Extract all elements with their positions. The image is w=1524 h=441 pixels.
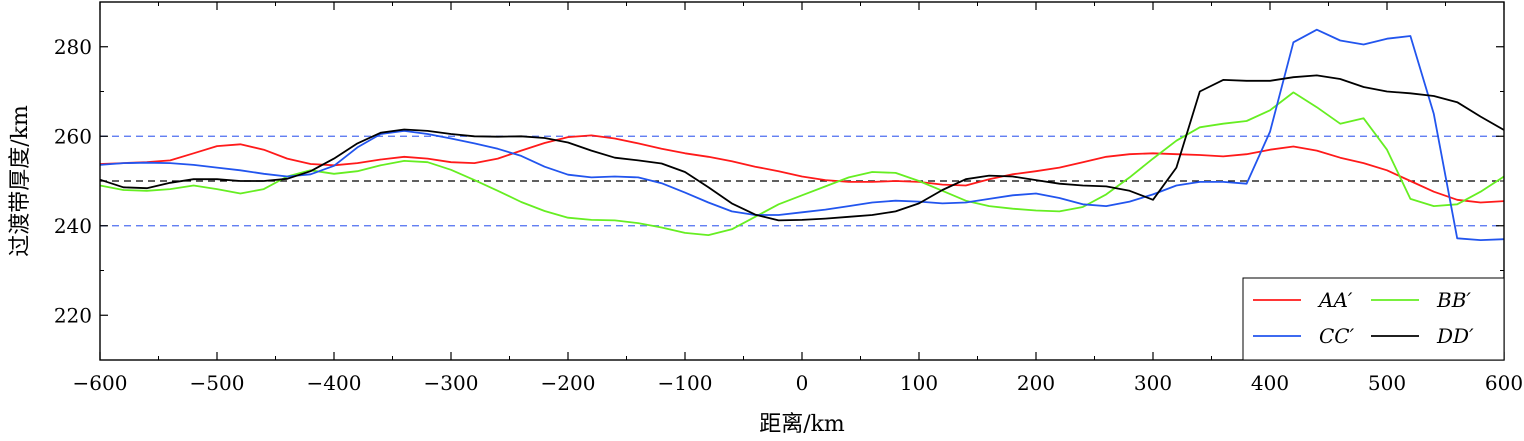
x-tick-label: −600: [73, 371, 128, 395]
legend-box: [1242, 277, 1505, 361]
series-lines: [99, 28, 1505, 241]
series-line-1: [99, 134, 1505, 204]
x-tick-label: −400: [307, 371, 362, 395]
x-tick-label: −500: [190, 371, 245, 395]
legend-label-4: DD′: [1436, 324, 1474, 348]
x-tick-label: 600: [1485, 371, 1523, 395]
x-tick-label: −100: [658, 371, 713, 395]
y-tick-label: 240: [54, 214, 92, 238]
series-line-2: [99, 91, 1505, 236]
series-line-4: [99, 74, 1505, 222]
series-line-3: [99, 28, 1505, 241]
y-axis-title: 过渡带厚度/km: [8, 105, 33, 257]
legend-label-1: AA′: [1317, 288, 1353, 312]
y-tick-label: 260: [54, 124, 92, 148]
x-axis-title: 距离/km: [759, 412, 845, 437]
x-tick-label: 400: [1251, 371, 1289, 395]
reference-lines: [100, 135, 1504, 227]
legend-label-2: BB′: [1436, 288, 1471, 312]
x-tick-label: 0: [796, 371, 809, 395]
x-tick-label: −300: [424, 371, 479, 395]
y-tick-label: 280: [54, 35, 92, 59]
x-tick-label: 200: [1017, 371, 1055, 395]
y-tick-labels: 220 240 260 280: [54, 35, 92, 328]
y-tick-label: 220: [54, 303, 92, 327]
x-tick-label: 500: [1368, 371, 1406, 395]
axis-ticks: [99, 1, 1505, 361]
legend-label-3: CC′: [1319, 324, 1355, 348]
x-tick-label: −200: [541, 371, 596, 395]
x-tick-label: 100: [900, 371, 938, 395]
legend: AA′ BB′ CC′ DD′: [1242, 277, 1505, 361]
x-tick-label: 300: [1134, 371, 1172, 395]
x-tick-labels: −600 −500 −400 −300 −200 −100 0 100 200 300 400 500…: [73, 371, 1524, 395]
